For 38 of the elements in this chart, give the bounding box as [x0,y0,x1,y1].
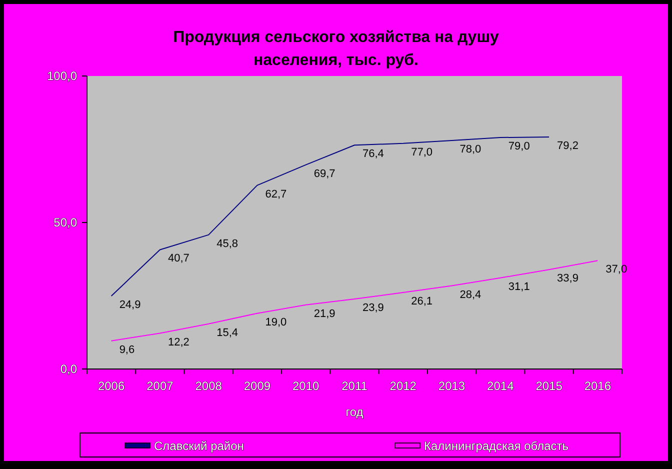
data-label: 26,1 [411,296,433,308]
data-label: 28,4 [460,288,482,301]
x-tick-label: 2013 [438,379,466,393]
data-label: 40,7 [168,252,190,265]
x-tick-label: 2015 [536,379,563,393]
x-tick-label: 2012 [390,379,417,393]
data-label: 23,9 [362,302,384,314]
data-label: 12,2 [168,336,190,348]
data-label: 77,0 [411,146,433,158]
legend-label: Славский район [154,439,244,453]
data-label: 76,4 [362,148,384,160]
x-tick-label: 2016 [584,379,612,393]
data-label: 69,7 [314,168,336,180]
data-label: 21,9 [314,308,336,320]
y-tick-label: 50,0 [54,216,78,230]
x-tick-label: 2007 [146,379,174,393]
legend-label: Калининградская область [424,439,569,453]
data-label: 79,0 [508,140,530,153]
y-tick-label: 100,0 [46,69,78,83]
x-tick-label: 2009 [244,379,271,393]
data-label: 78,0 [460,143,482,156]
x-tick-label: 2006 [98,379,125,393]
data-label: 62,7 [265,188,287,200]
x-tick-label: 2011 [342,379,368,393]
x-tick-label: 2014 [487,379,514,393]
data-label: 24,9 [119,299,141,312]
x-tick-label: 2010 [292,379,320,393]
data-label: 31,1 [508,280,530,293]
x-axis-title: год [346,405,364,419]
chart-title: Продукция сельского хозяйства на душу населения, тыс. руб. [173,29,500,69]
data-label: 19,0 [265,316,287,328]
y-tick-label: 0,0 [60,362,78,376]
data-label: 45,8 [216,238,238,250]
data-label: 9,6 [119,344,135,356]
x-tick-label: 2008 [195,379,222,393]
data-label: 15,4 [216,326,238,339]
data-label: 33,9 [557,272,578,285]
data-label: 79,2 [557,140,578,152]
